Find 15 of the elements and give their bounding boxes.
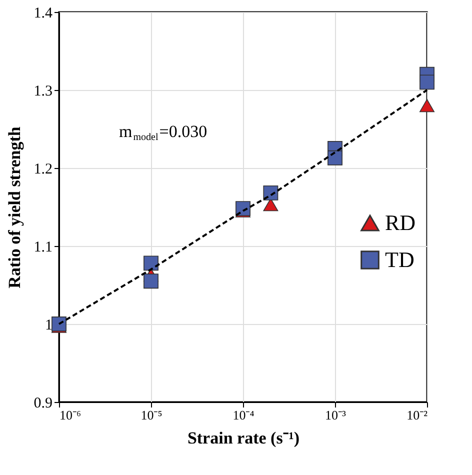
y-tick-label: 1.4 [34,6,53,22]
x-tick-label: 10⁻⁴ [232,408,255,422]
y-axis-title: Ratio of yield strength [4,126,24,288]
y-tick-label: 1.2 [34,162,52,178]
y-tick-label: 0.9 [34,396,52,412]
y-tick-label: 1.1 [34,240,52,256]
y-tick-label: 1 [45,318,52,334]
legend-label: RD [385,210,416,235]
x-axis-title: Strain rate (s⁻¹) [187,428,300,448]
x-tick-label: 10⁻² [406,408,428,422]
legend-label: TD [385,247,414,272]
y-tick-label: 1.3 [34,84,52,100]
x-tick-label: 10⁻⁶ [60,408,82,422]
x-tick-label: 10⁻⁵ [140,408,162,422]
x-tick-label: 10⁻³ [325,408,346,422]
